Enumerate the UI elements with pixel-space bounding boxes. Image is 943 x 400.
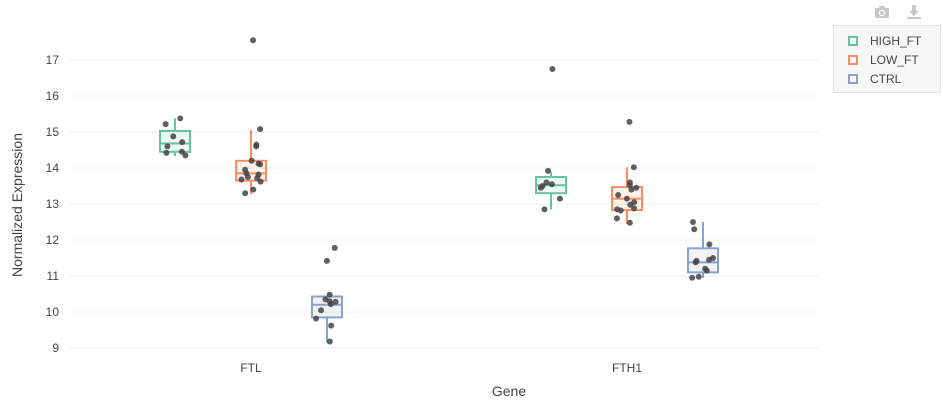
data-point — [706, 241, 713, 248]
legend-item-high-ft[interactable]: HIGH_FT — [848, 31, 940, 50]
data-point — [541, 206, 548, 213]
data-point — [548, 181, 555, 188]
data-point — [623, 195, 630, 202]
y-tick-label: 16 — [46, 89, 60, 103]
data-point — [326, 338, 333, 345]
data-point — [703, 267, 710, 274]
data-point — [164, 143, 171, 150]
data-point — [691, 226, 698, 233]
data-point — [630, 164, 637, 171]
download-icon[interactable] — [903, 2, 925, 22]
series-high-ft — [159, 66, 567, 213]
data-point — [328, 322, 335, 329]
modebar — [871, 2, 925, 22]
data-point — [323, 257, 330, 264]
y-tick-label: 13 — [46, 197, 60, 211]
data-point — [327, 301, 334, 308]
data-point — [626, 118, 633, 125]
data-point — [242, 190, 249, 197]
data-point — [692, 259, 699, 266]
y-tick-label: 14 — [46, 161, 60, 175]
data-point — [615, 192, 622, 198]
data-point — [163, 149, 170, 156]
data-point — [626, 219, 633, 226]
x-tick-label: FTH1 — [612, 361, 642, 375]
data-point — [248, 157, 255, 164]
data-point — [179, 139, 186, 146]
data-point — [162, 121, 169, 128]
data-point — [633, 184, 640, 191]
data-point — [689, 274, 696, 281]
series-low-ft — [235, 37, 643, 226]
legend-item-ctrl[interactable]: CTRL — [848, 69, 940, 88]
legend: HIGH_FT LOW_FT CTRL — [833, 25, 941, 93]
data-point — [545, 167, 552, 174]
data-point — [177, 115, 184, 122]
data-point — [628, 186, 635, 193]
y-tick-label: 10 — [46, 305, 60, 319]
data-point — [182, 152, 189, 159]
data-point — [537, 184, 544, 191]
y-tick-label: 17 — [46, 53, 60, 67]
legend-label-low-ft: LOW_FT — [870, 52, 919, 67]
y-axis-title: Normalized Expression — [9, 133, 25, 277]
data-point — [556, 195, 563, 202]
legend-item-low-ft[interactable]: LOW_FT — [848, 50, 940, 69]
data-point — [331, 244, 338, 251]
data-point — [244, 174, 251, 180]
series-ctrl — [311, 219, 719, 345]
y-tick-label: 15 — [46, 125, 60, 139]
data-point — [543, 179, 550, 186]
data-point — [627, 201, 634, 208]
data-point — [706, 256, 713, 263]
data-point — [613, 215, 620, 222]
x-axis-title: Gene — [492, 383, 526, 399]
data-point — [250, 37, 257, 44]
y-tick-label: 12 — [46, 233, 60, 247]
data-point — [257, 178, 264, 185]
data-point — [689, 219, 696, 225]
data-point — [257, 161, 264, 168]
data-point — [332, 298, 339, 305]
data-point — [250, 186, 257, 193]
data-point — [257, 126, 264, 133]
y-tick-label: 9 — [52, 341, 59, 355]
data-point — [238, 176, 245, 183]
data-point — [313, 315, 320, 322]
legend-swatch-high-ft — [848, 35, 858, 46]
y-tick-label: 11 — [47, 269, 60, 283]
data-point — [631, 205, 638, 212]
data-point — [253, 143, 260, 150]
legend-swatch-ctrl — [848, 73, 858, 84]
data-point — [318, 307, 325, 314]
legend-swatch-low-ft — [848, 54, 858, 65]
data-point — [549, 66, 556, 72]
data-point — [695, 273, 702, 280]
legend-label-ctrl: CTRL — [870, 71, 902, 86]
data-point — [617, 207, 624, 214]
data-point — [326, 291, 333, 298]
x-tick-label: FTL — [240, 361, 262, 375]
legend-label-high-ft: HIGH_FT — [870, 33, 922, 48]
camera-icon[interactable] — [871, 2, 893, 22]
data-point — [170, 133, 177, 140]
